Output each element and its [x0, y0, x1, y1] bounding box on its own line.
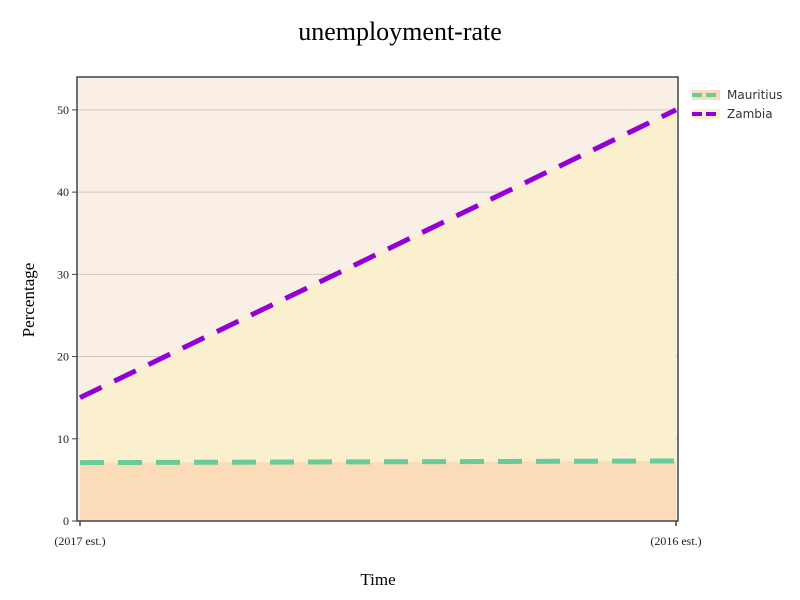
- y-tick-label: 40: [57, 185, 69, 199]
- area-fills: [80, 109, 676, 521]
- y-axis-ticks: 0 10 20 30 40 50: [57, 103, 77, 528]
- legend-label: Mauritius: [727, 88, 782, 102]
- x-axis-label: Time: [360, 570, 395, 589]
- y-tick-label: 50: [57, 103, 69, 117]
- series-line-mauritius: [79, 458, 677, 466]
- area-mauritius: [80, 460, 676, 521]
- x-tick-label: (2016 est.): [650, 534, 701, 548]
- legend-label: Zambia: [727, 107, 773, 121]
- x-tick-label: (2017 est.): [54, 534, 105, 548]
- area-zambia: [80, 109, 676, 463]
- x-axis-ticks: (2017 est.) (2016 est.): [54, 521, 702, 548]
- series-line-zambia: [78, 107, 678, 400]
- series-lines: [78, 107, 678, 466]
- y-tick-label: 10: [57, 432, 69, 446]
- y-tick-label: 0: [63, 514, 69, 528]
- y-tick-label: 30: [57, 267, 69, 281]
- plot-frame: [76, 76, 679, 522]
- legend: Mauritius Zambia: [692, 88, 782, 121]
- y-axis-label: Percentage: [19, 263, 38, 338]
- chart-title: unemployment-rate: [298, 17, 502, 46]
- y-tick-label: 20: [57, 350, 69, 364]
